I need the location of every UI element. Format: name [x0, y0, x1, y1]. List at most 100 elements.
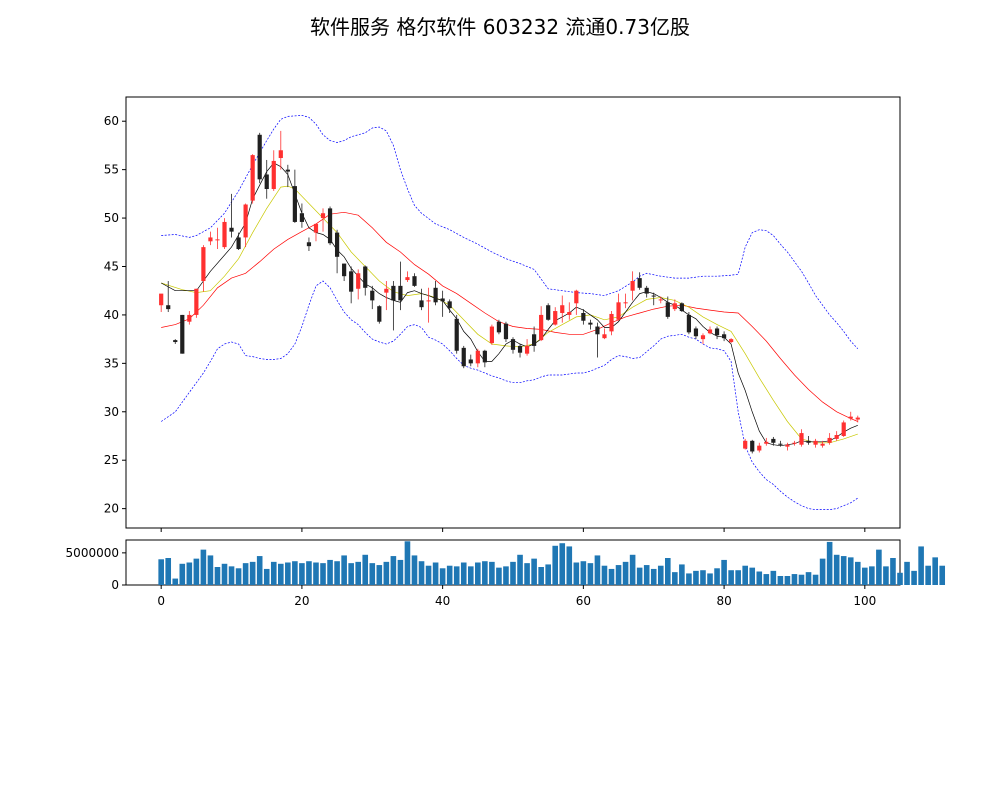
volume-bar [503, 566, 509, 585]
volume-panel: 0 5000000 0 20 40 60 80 100 [66, 539, 946, 608]
candle-body [159, 293, 164, 306]
ma20-line [161, 211, 858, 422]
x-axis: 0 20 40 60 80 100 [157, 585, 876, 608]
candle-body [475, 350, 480, 364]
candle-body [398, 285, 403, 301]
volume-bars [158, 541, 946, 585]
volume-bar [756, 571, 763, 585]
candle-body [841, 422, 846, 436]
candle-body [461, 347, 466, 367]
candle-body [637, 278, 642, 288]
volume-bar [475, 562, 481, 585]
y-tick-label: 35 [104, 356, 119, 370]
volume-bar [270, 561, 277, 585]
volume-bar [418, 561, 425, 585]
candle-body [243, 204, 248, 238]
volume-y-tick-label: 0 [111, 578, 119, 592]
volume-bar [587, 563, 594, 585]
volume-y-axis: 0 5000000 [66, 546, 126, 592]
volume-bar [517, 554, 523, 585]
candle-body [532, 334, 537, 346]
candle-body [595, 326, 600, 335]
candle-body [764, 441, 769, 444]
volume-bar [672, 572, 678, 585]
candle-body [686, 314, 692, 333]
candle-body [567, 312, 572, 315]
candle-body [827, 437, 832, 443]
volume-bar [348, 563, 354, 585]
y-tick-label: 55 [104, 163, 119, 177]
candle-body [187, 314, 192, 322]
volume-bar [453, 566, 460, 585]
candle-body [433, 287, 438, 303]
volume-bar [601, 565, 608, 585]
candle-body [391, 285, 396, 301]
volume-bar [256, 556, 263, 585]
candle-body [313, 223, 319, 233]
volume-bar [833, 554, 840, 585]
volume-bar [482, 561, 488, 585]
candle-body [419, 300, 424, 308]
volume-bar [812, 574, 819, 585]
candle-body [299, 213, 305, 222]
volume-bar [679, 564, 685, 585]
candle-body [257, 134, 262, 180]
candle-body [229, 227, 234, 232]
price-y-axis: 20 25 30 35 40 45 50 55 60 [104, 114, 866, 532]
candle-body [489, 326, 494, 344]
volume-bar [313, 562, 319, 585]
candle-body [785, 444, 790, 447]
candle-body [848, 416, 853, 419]
candle-body [524, 345, 530, 354]
y-tick-label: 40 [104, 308, 119, 322]
x-tick-label: 100 [853, 594, 876, 608]
volume-bar [355, 561, 361, 585]
volume-bar [826, 541, 833, 585]
volume-bar [531, 558, 537, 585]
y-tick-label: 45 [104, 259, 119, 273]
candle-body [342, 263, 347, 277]
volume-bar [862, 567, 868, 585]
volume-bar [467, 566, 474, 585]
x-tick-label: 40 [435, 594, 450, 608]
volume-bar [489, 561, 495, 585]
volume-bar [791, 574, 798, 585]
x-tick-label: 60 [576, 594, 591, 608]
volume-bar [686, 573, 692, 585]
price-panel-frame [125, 96, 901, 529]
volume-bar [545, 564, 551, 585]
volume-bar [721, 559, 727, 585]
candle-body [271, 160, 276, 190]
candle-body [750, 440, 755, 452]
price-panel: 20 25 30 35 40 45 50 55 60 [104, 96, 901, 532]
volume-bar [446, 565, 453, 585]
volume-bar [580, 561, 587, 585]
volume-bar [904, 561, 910, 585]
volume-bar [524, 563, 530, 585]
candle-body [616, 302, 621, 320]
candle-body [236, 237, 241, 250]
chart-title: 软件服务 格尔软件 603232 流通0.73亿股 [310, 15, 690, 39]
volume-bar [925, 565, 931, 585]
x-tick-label: 80 [716, 594, 731, 608]
candle-body [412, 276, 417, 286]
volume-bar [622, 561, 629, 585]
candle-body [426, 300, 431, 302]
candle-body [377, 306, 382, 322]
candle-body [166, 305, 171, 310]
volume-bar [608, 568, 615, 585]
volume-bar [292, 561, 298, 585]
volume-bar [735, 570, 741, 585]
volume-bar [784, 576, 791, 585]
candle-body [679, 303, 684, 312]
boll-lower-line [161, 280, 858, 510]
volume-bar [742, 565, 748, 585]
candle-body [363, 266, 368, 288]
candle-body [806, 440, 811, 443]
candle-body [757, 445, 762, 451]
volume-bar [411, 555, 418, 585]
volume-bar [559, 543, 566, 585]
candle-body [743, 440, 748, 449]
volume-bar [172, 578, 179, 585]
boll-upper-line [161, 115, 859, 350]
